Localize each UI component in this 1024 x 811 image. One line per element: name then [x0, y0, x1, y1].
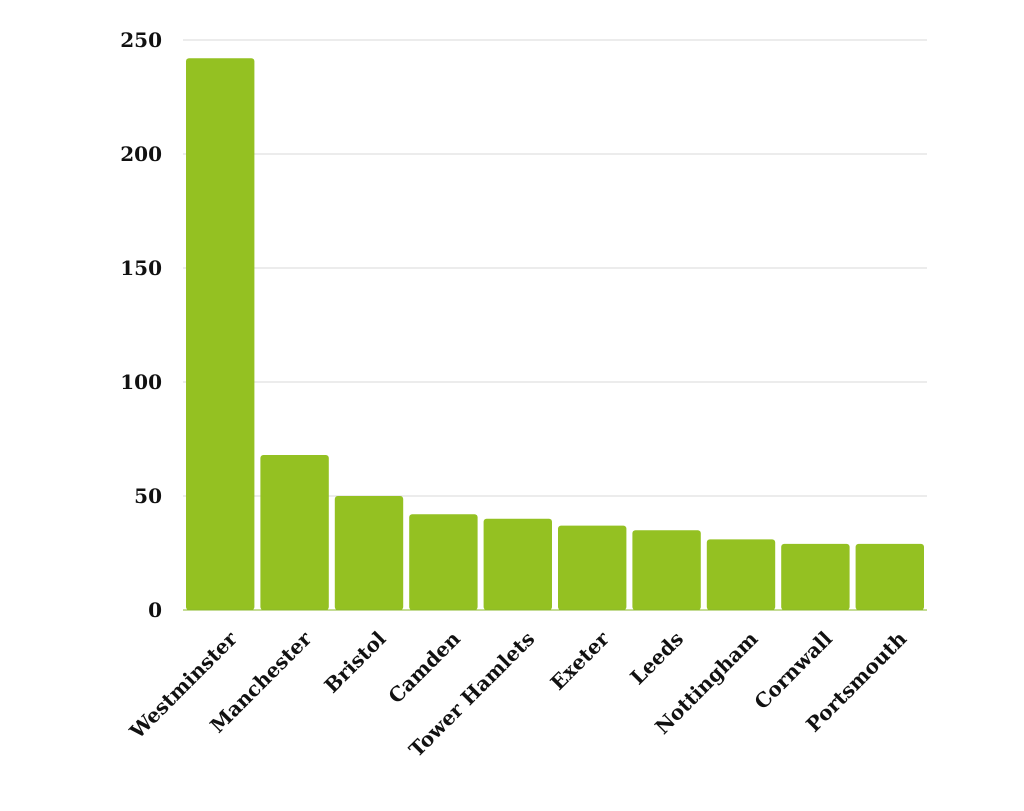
bar-cornwall — [781, 543, 850, 610]
y-tick-label: 250 — [120, 28, 162, 52]
y-tick-label: 200 — [120, 142, 162, 166]
x-tick-label: Tower Hamlets — [404, 627, 539, 762]
bars — [186, 58, 924, 611]
y-tick-label: 0 — [148, 598, 162, 622]
bar-portsmouth — [855, 543, 924, 610]
bar-tower-hamlets — [483, 518, 552, 610]
bar-westminster — [186, 58, 255, 611]
x-tick-label: Exeter — [546, 626, 614, 694]
bar-nottingham — [706, 539, 776, 610]
bar-exeter — [558, 525, 627, 610]
y-tick-label: 150 — [120, 256, 162, 280]
bar-manchester — [260, 454, 329, 610]
bar-leeds — [632, 530, 701, 610]
y-tick-label: 50 — [134, 484, 162, 508]
y-tick-label: 100 — [120, 370, 162, 394]
x-tick-label: Bristol — [319, 626, 390, 697]
x-tick-label: Leeds — [625, 627, 688, 690]
bar-camden — [409, 514, 478, 610]
y-axis-ticks: 0 50 100 150 200 250 — [120, 28, 162, 622]
bar-bristol — [334, 496, 404, 610]
gridlines — [183, 39, 927, 497]
